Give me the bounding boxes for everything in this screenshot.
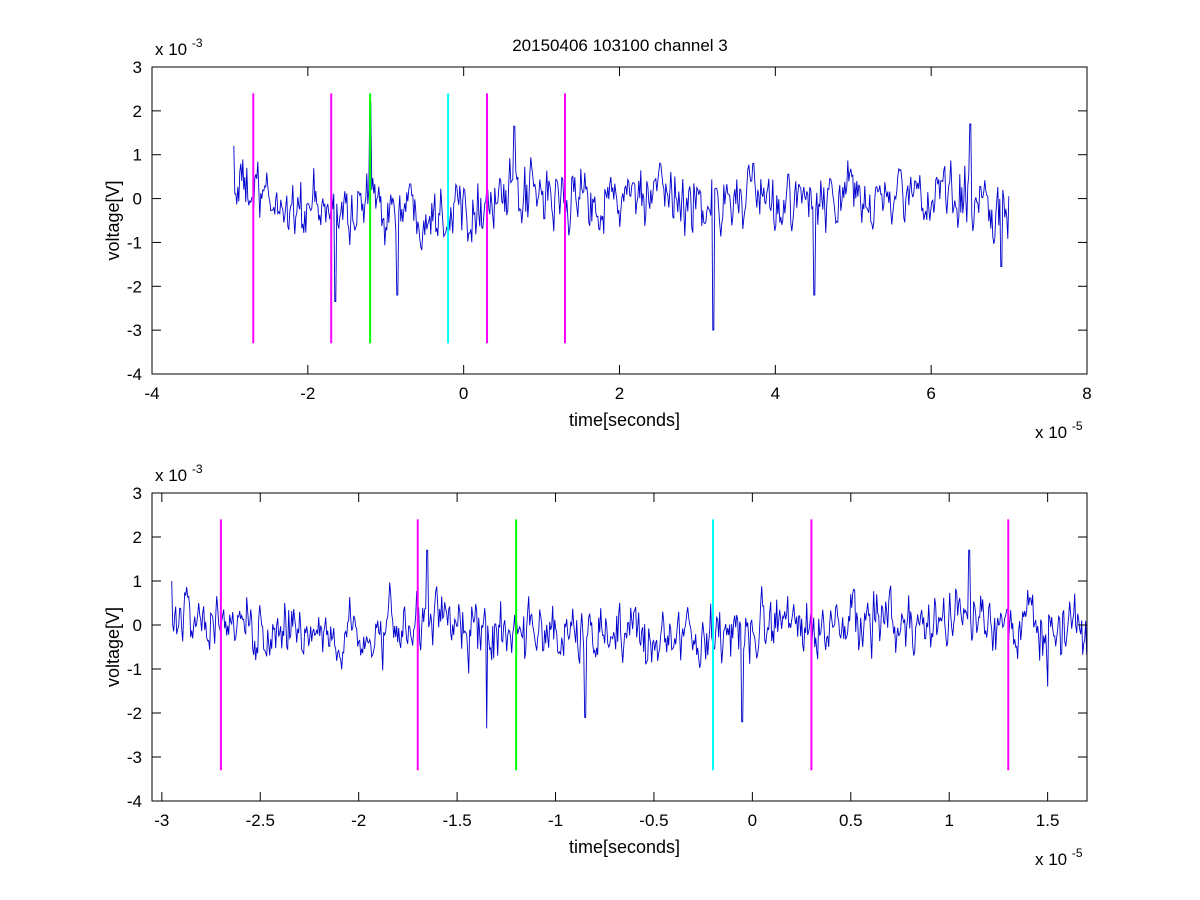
y-tick-label: -2 <box>127 277 142 296</box>
x-tick-label: 6 <box>926 384 935 403</box>
x-tick-label: 0 <box>748 811 757 830</box>
y-tick-label: 3 <box>133 484 142 503</box>
y-tick-label: 0 <box>133 616 142 635</box>
y-tick-label: -2 <box>127 704 142 723</box>
y-exponent-label: x 10 -3 <box>155 36 203 59</box>
y-tick-label: -3 <box>127 321 142 340</box>
y-tick-label: -4 <box>127 792 142 811</box>
x-tick-label: 0 <box>459 384 468 403</box>
x-tick-label: 8 <box>1082 384 1091 403</box>
x-tick-label: 1 <box>944 811 953 830</box>
x-tick-label: -2.5 <box>246 811 275 830</box>
axes-box <box>151 492 1088 802</box>
x-tick-label: -2 <box>351 811 366 830</box>
y-tick-label: -1 <box>127 233 142 252</box>
y-tick-label: 2 <box>133 102 142 121</box>
voltage-trace <box>233 101 1010 331</box>
y-axis-label: voltage[V] <box>103 180 123 260</box>
y-tick-label: 2 <box>133 528 142 547</box>
x-tick-label: 4 <box>771 384 780 403</box>
subplot-bottom: -3 -2.5 -2 -1.5 -1 -0.5 0 0.5 1 1.5 -4 -3 -2 -1 0 1 2 3 ti… <box>103 462 1088 869</box>
voltage-trace <box>171 549 1088 729</box>
x-tick-label: 2 <box>615 384 624 403</box>
x-tick-label: 0.5 <box>839 811 863 830</box>
x-tick-label: -2 <box>300 384 315 403</box>
x-tick-label: -4 <box>144 384 159 403</box>
y-tick-label: -1 <box>127 660 142 679</box>
subplot-top: -4 -2 0 2 4 6 8 -4 -3 -2 -1 0 1 2 3 time[seconds] voltag… <box>103 36 1092 442</box>
x-exponent-label: x 10 -5 <box>1035 846 1083 869</box>
x-tick-label: -3 <box>154 811 169 830</box>
figure-title: 20150406 103100 channel 3 <box>512 36 728 55</box>
x-axis-label: time[seconds] <box>569 837 680 857</box>
x-tick-label: -0.5 <box>639 811 668 830</box>
y-axis-label: voltage[V] <box>103 607 123 687</box>
x-axis-label: time[seconds] <box>569 410 680 430</box>
x-exponent-label: x 10 -5 <box>1035 419 1083 442</box>
x-tick-label: -1 <box>548 811 563 830</box>
y-tick-label: 3 <box>133 58 142 77</box>
y-tick-label: -4 <box>127 365 142 384</box>
y-tick-label: 0 <box>133 190 142 209</box>
y-tick-label: 1 <box>133 572 142 591</box>
x-tick-label: 1.5 <box>1036 811 1060 830</box>
x-tick-label: -1.5 <box>442 811 471 830</box>
y-exponent-label: x 10 -3 <box>155 462 203 485</box>
y-tick-label: -3 <box>127 748 142 767</box>
y-tick-label: 1 <box>133 146 142 165</box>
